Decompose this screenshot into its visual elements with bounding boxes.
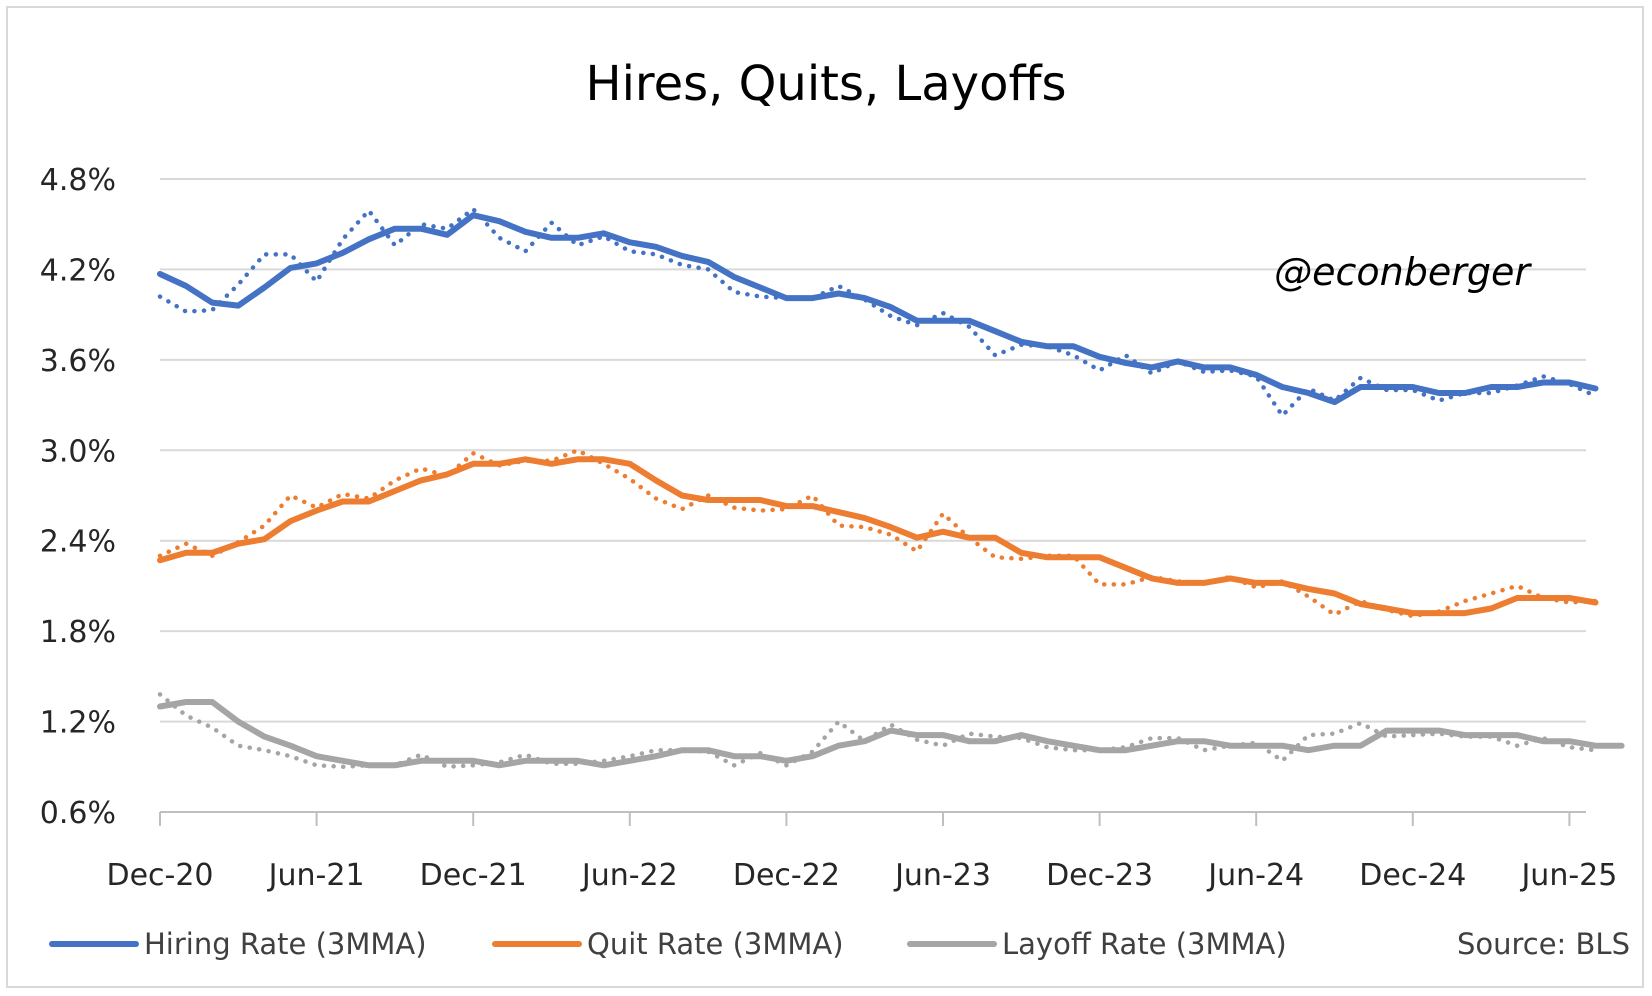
y-tick-label: 0.6% <box>40 796 116 831</box>
legend-label: Hiring Rate (3MMA) <box>144 927 427 961</box>
y-axis-ticks: 4.8% 4.2% 3.6% 3.0% 2.4% 1.8% 1.2% 0.6% <box>40 163 116 831</box>
x-tick-label: Jun-24 <box>1206 858 1304 893</box>
x-axis: Dec-20 Jun-21 Dec-21 Jun-22 Dec-22 Jun-23 Dec-… <box>106 811 1617 893</box>
x-tick-label: Dec-24 <box>1359 858 1466 893</box>
series-lines <box>157 206 1625 770</box>
series-line <box>157 456 1599 617</box>
series-line <box>157 699 1625 769</box>
legend-label: Layoff Rate (3MMA) <box>1002 927 1287 961</box>
x-tick-label: Dec-22 <box>733 858 840 893</box>
series-line-dotted <box>157 206 1598 418</box>
x-tick-label: Jun-21 <box>267 858 365 893</box>
chart-title: Hires, Quits, Layoffs <box>585 56 1066 112</box>
grid <box>160 178 1586 723</box>
watermark: @econberger <box>1274 250 1532 294</box>
source-note: Source: BLS <box>1457 927 1630 961</box>
x-tick-label: Dec-21 <box>420 858 527 893</box>
y-tick-label: 3.0% <box>40 434 116 469</box>
series-line-dotted <box>157 692 1598 770</box>
chart-frame <box>6 6 1644 988</box>
y-tick-label: 1.8% <box>40 615 116 650</box>
y-tick-label: 3.6% <box>40 344 116 379</box>
y-tick-label: 4.8% <box>40 163 116 198</box>
x-tick-label: Dec-20 <box>106 858 213 893</box>
legend-label: Quit Rate (3MMA) <box>587 927 844 961</box>
x-tick-label: Dec-23 <box>1046 858 1153 893</box>
series-line-dotted <box>157 448 1598 619</box>
legend: Hiring Rate (3MMA) Quit Rate (3MMA) Layoff… <box>49 927 1287 961</box>
x-tick-label: Jun-23 <box>893 858 991 893</box>
y-tick-label: 4.2% <box>40 253 116 288</box>
x-tick-label: Jun-25 <box>1519 858 1617 893</box>
series-line <box>157 212 1599 406</box>
y-tick-label: 2.4% <box>40 525 116 560</box>
y-tick-label: 1.2% <box>40 706 116 741</box>
x-tick-label: Jun-22 <box>580 858 678 893</box>
